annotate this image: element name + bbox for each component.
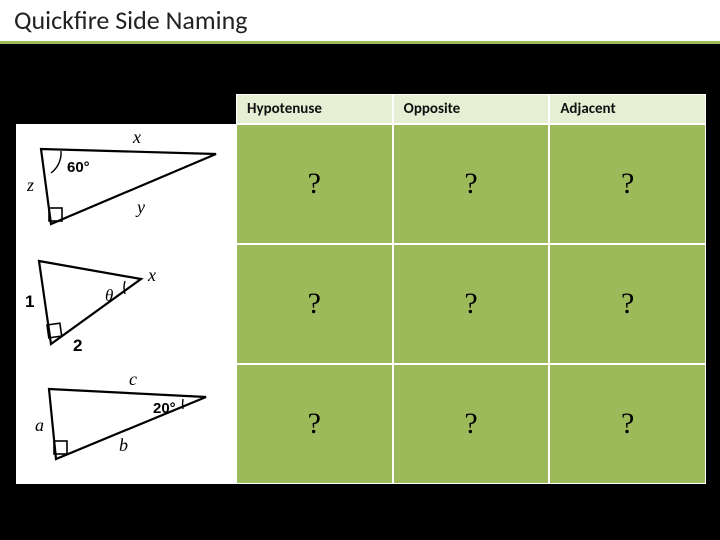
triangle-2: θ x 1 2: [16, 244, 236, 364]
table-row: ? ? ?: [236, 364, 706, 484]
cell-1-hyp[interactable]: ?: [236, 124, 393, 244]
table-row: ? ? ?: [236, 124, 706, 244]
triangle-1-svg: 60° x y z: [21, 129, 231, 239]
table-row: ? ? ?: [236, 244, 706, 364]
triangle-3: 20° c a b: [16, 364, 236, 484]
cell-2-opp[interactable]: ?: [393, 244, 550, 364]
content-area: 60° x y z θ x 1 2: [16, 94, 706, 484]
triangles-column: 60° x y z θ x 1 2: [16, 94, 236, 484]
cell-1-opp[interactable]: ?: [393, 124, 550, 244]
cell-1-adj[interactable]: ?: [549, 124, 706, 244]
cell-3-opp[interactable]: ?: [393, 364, 550, 484]
tri3-side-b: b: [119, 435, 128, 455]
header-hypotenuse: Hypotenuse: [236, 94, 393, 124]
tri1-side-x: x: [132, 129, 141, 147]
tri1-side-y: y: [135, 197, 145, 217]
slide-title: Quickfire Side Naming: [14, 4, 706, 36]
cell-2-adj[interactable]: ?: [549, 244, 706, 364]
title-bar: Quickfire Side Naming: [0, 0, 720, 44]
tri3-side-c: c: [129, 369, 137, 389]
tri2-side-1: 1: [25, 292, 34, 311]
cell-3-hyp[interactable]: ?: [236, 364, 393, 484]
angle-3-label: 20°: [153, 400, 176, 417]
cell-2-hyp[interactable]: ?: [236, 244, 393, 364]
table-header-row: Hypotenuse Opposite Adjacent: [236, 94, 706, 124]
header-adjacent: Adjacent: [549, 94, 706, 124]
triangle-1: 60° x y z: [16, 124, 236, 244]
angle-1-label: 60°: [67, 159, 90, 176]
tri1-side-z: z: [26, 175, 34, 195]
tri2-side-2: 2: [73, 336, 82, 355]
tri3-side-a: a: [35, 415, 44, 435]
triangle-3-svg: 20° c a b: [21, 369, 231, 479]
answer-table: Hypotenuse Opposite Adjacent ? ? ? ? ? ?…: [236, 94, 706, 484]
triangle-2-svg: θ x 1 2: [21, 249, 231, 359]
header-opposite: Opposite: [393, 94, 550, 124]
angle-2-label: θ: [105, 286, 113, 305]
tri2-side-x: x: [147, 265, 156, 285]
triangle-header-spacer: [16, 94, 236, 124]
cell-3-adj[interactable]: ?: [549, 364, 706, 484]
